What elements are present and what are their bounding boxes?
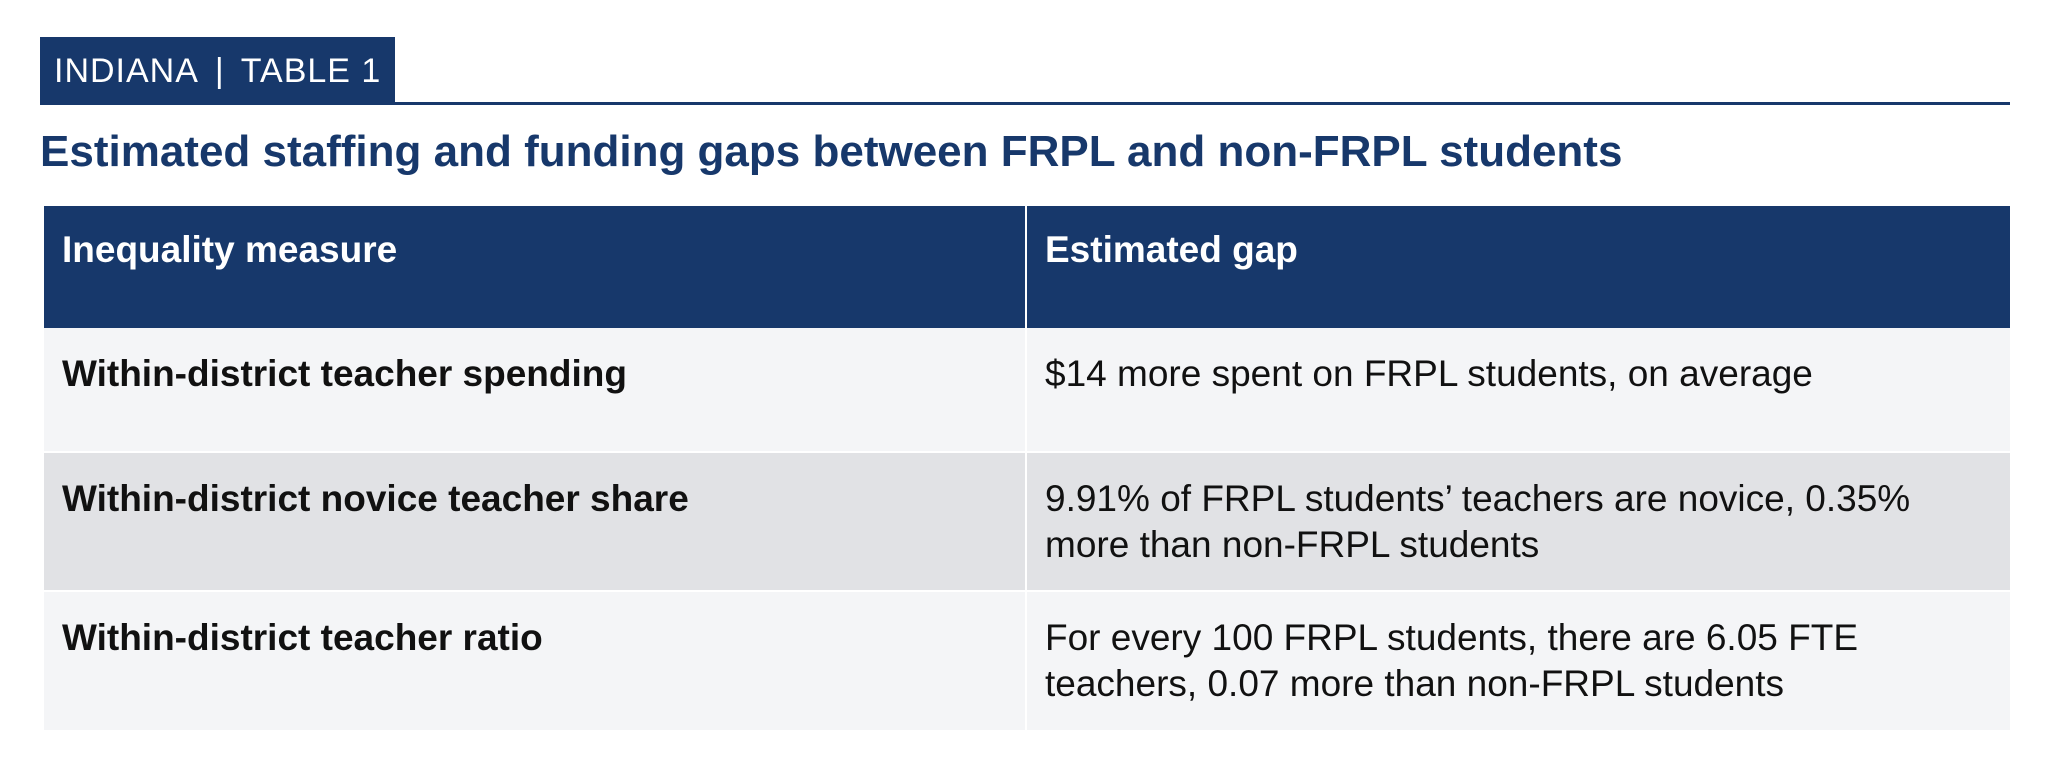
- gap-cell: 9.91% of FRPL students’ teachers are nov…: [1026, 452, 2010, 592]
- table-row: Within-district novice teacher share 9.9…: [44, 452, 2010, 592]
- column-header-gap: Estimated gap: [1026, 206, 2010, 328]
- table-label: TABLE 1: [240, 52, 382, 90]
- table-row: Within-district teacher ratio For every …: [44, 591, 2010, 732]
- gaps-table: Inequality measure Estimated gap Within-…: [44, 206, 2010, 732]
- measure-cell: Within-district teacher spending: [44, 328, 1027, 453]
- gap-cell: $14 more spent on FRPL students, on aver…: [1026, 328, 2010, 453]
- tag-separator: |: [214, 52, 225, 90]
- table-title: Estimated staffing and funding gaps betw…: [40, 127, 1623, 176]
- measure-cell: Within-district novice teacher share: [44, 452, 1027, 592]
- table-row: Within-district teacher spending $14 mor…: [44, 328, 2010, 453]
- measure-cell: Within-district teacher ratio: [44, 591, 1027, 732]
- column-header-measure: Inequality measure: [44, 206, 1027, 328]
- gap-cell: For every 100 FRPL students, there are 6…: [1026, 591, 2010, 732]
- state-table-tag: INDIANA | TABLE 1: [40, 37, 396, 105]
- table-header-row: Inequality measure Estimated gap: [44, 206, 2010, 328]
- state-label: INDIANA: [54, 52, 199, 90]
- header-bar: INDIANA | TABLE 1: [40, 37, 2010, 105]
